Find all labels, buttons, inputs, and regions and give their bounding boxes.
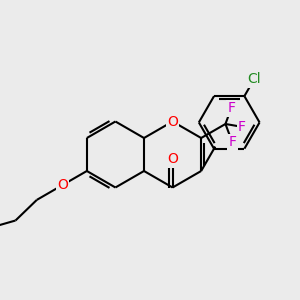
Text: O: O	[167, 152, 178, 167]
Text: Cl: Cl	[247, 72, 261, 86]
Text: F: F	[238, 120, 246, 134]
Text: O: O	[167, 115, 178, 128]
Text: F: F	[227, 101, 235, 115]
Text: O: O	[57, 178, 68, 192]
Text: F: F	[228, 135, 236, 149]
